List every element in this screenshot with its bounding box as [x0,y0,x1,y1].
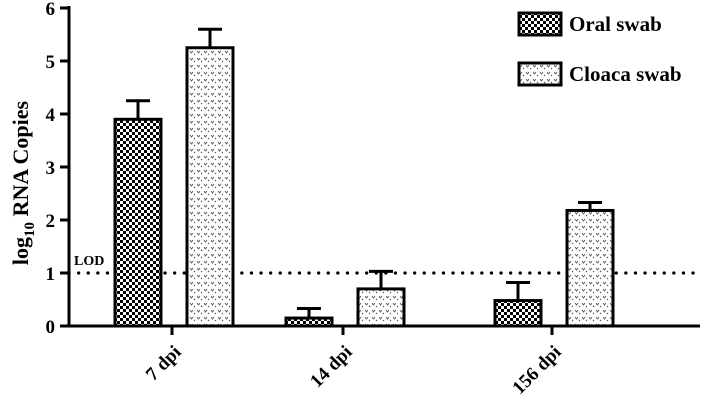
bar-cloaca-7-dpi [185,46,235,328]
x-tick-label: 156 dpi [508,342,565,399]
bar-cloaca-14-dpi [356,287,406,328]
legend-label-cloaca: Cloaca swab [569,62,682,86]
y-axis-title: log10 RNA Copies [8,100,38,265]
bar-oral-7-dpi [113,117,163,328]
lod-label: LOD [74,254,104,269]
y-tick-label: 6 [46,0,56,20]
legend: Oral swab Cloaca swab [517,11,682,87]
plot-area: LOD 0 1 2 3 4 5 6 7 dpi 14 dpi 156 dpi [46,0,702,399]
legend-swatch-cloaca [517,61,563,87]
legend-swatch-oral [517,11,563,37]
y-tick-label: 4 [46,105,56,126]
y-tick-label: 2 [46,211,56,232]
x-tick-label: 14 dpi [306,342,356,392]
bar-oral-156-dpi [493,299,543,328]
y-tick-label: 1 [46,264,56,285]
x-tick-label: 7 dpi [142,342,186,386]
legend-label-oral: Oral swab [569,12,662,36]
y-tick-label: 5 [46,52,56,73]
bar-cloaca-156-dpi [565,208,615,328]
y-tick-label: 0 [46,317,56,338]
y-tick-label: 3 [46,158,56,179]
